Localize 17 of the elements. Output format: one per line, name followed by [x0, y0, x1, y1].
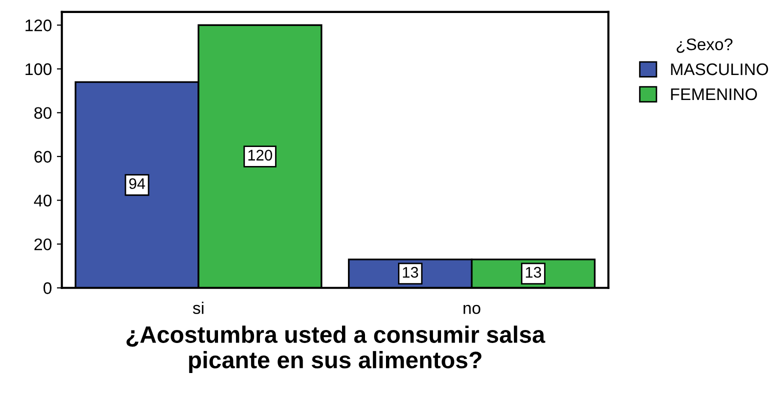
legend-title: ¿Sexo? [676, 38, 732, 53]
y-tick-label: 60 [34, 150, 52, 163]
y-tick-label: 120 [26, 20, 52, 32]
data-label: 13 [526, 266, 542, 278]
y-tick-label: 20 [34, 238, 52, 250]
y-tick-label: 100 [26, 63, 52, 76]
data-label: 120 [248, 150, 272, 161]
legend-label: MASCULINO [671, 63, 768, 76]
x-axis-title: ¿Acostumbra usted a consumir salsa picante en sus alimentos? [126, 326, 546, 374]
y-tick-label: 40 [34, 194, 52, 206]
data-label: 94 [129, 178, 146, 190]
x-tick-label: no [464, 304, 480, 314]
data-label: 13 [402, 266, 418, 278]
x-tick-label: si [192, 302, 204, 314]
y-tick-label: 80 [34, 107, 52, 119]
y-tick-label: 0 [44, 282, 52, 294]
legend-label: FEMENINO [671, 88, 757, 100]
